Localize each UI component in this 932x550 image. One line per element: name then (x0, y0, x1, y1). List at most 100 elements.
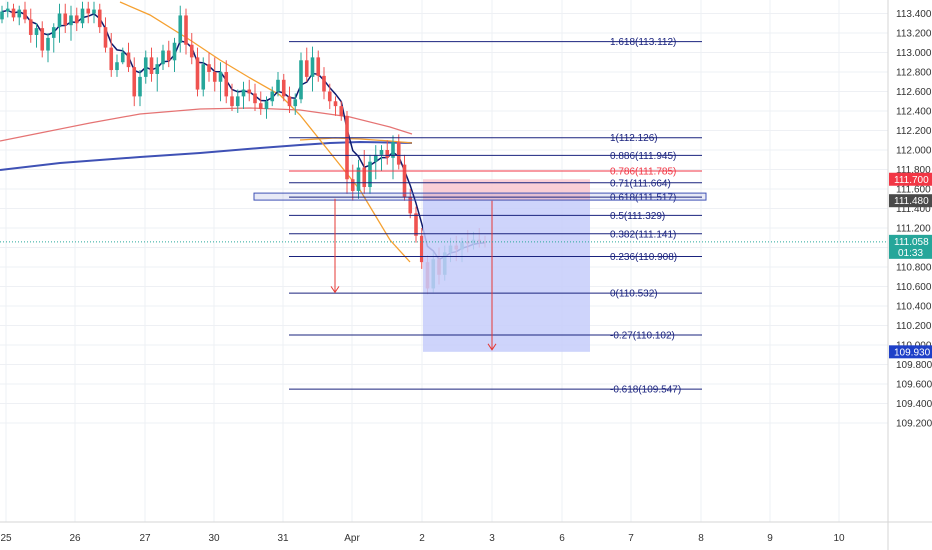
candle-body (276, 79, 280, 92)
candle (385, 140, 390, 165)
candle-body (356, 167, 361, 191)
ma-mid-line (119, 1, 411, 263)
y-tick-label: 110.600 (896, 282, 932, 293)
time-axis[interactable]: 25 26 27 30 31 Apr 2 3 6 7 8 9 10 (0, 521, 932, 544)
candle-body (63, 13, 68, 26)
fib-level-label: -0.618(109.547) (610, 385, 681, 396)
candle (57, 3, 62, 43)
candle (224, 60, 229, 104)
candle (97, 3, 102, 33)
candle (368, 154, 372, 194)
price-badge-label: 109.930 (894, 347, 931, 358)
candle-body (207, 64, 211, 72)
candle (287, 86, 292, 113)
candle-body (17, 9, 22, 18)
candle (304, 47, 309, 82)
candle-body (258, 103, 263, 110)
fibonacci-retracement[interactable]: 1.618(113.112) 1(112.126) 0.886(111.945) 0.… (289, 37, 702, 396)
y-tick-label: 109.800 (896, 360, 932, 371)
fib-level-label: 0(110.532) (610, 289, 658, 300)
candle (155, 57, 160, 92)
candle-body (92, 9, 96, 14)
candle (408, 189, 413, 219)
candle (218, 62, 223, 102)
annotations (0, 192, 888, 351)
y-tick-label: 109.400 (896, 399, 932, 410)
candle (270, 86, 275, 107)
candle (316, 50, 321, 82)
y-tick-label: 113.000 (896, 48, 932, 59)
candle (322, 67, 326, 100)
y-tick-label: 112.200 (896, 126, 932, 137)
candle (166, 40, 171, 68)
short-position-tool[interactable] (423, 179, 590, 352)
candle (189, 33, 194, 65)
candle-body (281, 79, 286, 97)
resistance-zone-box (253, 192, 707, 201)
x-tick-label: 30 (208, 533, 220, 544)
candle (126, 42, 131, 72)
candle-body (74, 15, 79, 24)
candle-body (11, 8, 16, 18)
fib-level-label: 1.618(113.112) (610, 37, 676, 48)
candle (201, 57, 206, 97)
price-axis[interactable]: 113.400 113.200 113.000 112.800 112.600 112.4… (887, 0, 932, 550)
candle-body (235, 96, 240, 107)
x-tick-label: 8 (698, 533, 704, 544)
candle-body (293, 99, 298, 107)
x-tick-label: 27 (139, 533, 151, 544)
candle-body (5, 8, 10, 12)
candle-body (97, 9, 102, 28)
candle (414, 206, 418, 243)
candle (327, 83, 332, 110)
price-badge-label: 111.058 (894, 237, 929, 248)
candle (293, 93, 298, 115)
x-tick-label: 2 (419, 533, 425, 544)
candle-body (402, 164, 407, 197)
ma-fast-line (1, 9, 486, 261)
y-tick-label: 113.400 (896, 9, 932, 20)
candle-body (69, 15, 73, 26)
x-tick-label: 9 (767, 533, 773, 544)
candle-body (115, 62, 119, 71)
candle-body (178, 15, 183, 43)
candle (120, 47, 125, 65)
ma-slow-red-line (0, 107, 413, 142)
candle-body (224, 72, 229, 97)
candle-body (253, 93, 257, 104)
candle (69, 5, 73, 41)
candle (86, 1, 91, 24)
arrow-head (330, 286, 340, 294)
x-tick-label: 26 (69, 533, 81, 544)
candle (258, 91, 263, 115)
candle (40, 21, 45, 58)
candle-body (120, 52, 125, 63)
price-badge-label: 111.480 (894, 196, 929, 207)
fib-level-label: 0.618(111.517) (610, 193, 676, 204)
y-tick-label: 112.600 (896, 87, 932, 98)
candle (92, 1, 96, 24)
candle-body (46, 37, 50, 51)
y-tick-label: 110.800 (896, 263, 932, 274)
candle (345, 111, 349, 194)
y-tick-label: 109.600 (896, 380, 932, 391)
candle-body (419, 235, 424, 263)
candle-body (385, 150, 390, 158)
candle-body (322, 75, 326, 92)
x-tick-label: 6 (559, 533, 565, 544)
candle (195, 47, 200, 97)
y-tick-label: 110.200 (896, 321, 932, 332)
candle-body (316, 57, 321, 76)
candle (281, 73, 286, 102)
candle-body (362, 167, 367, 188)
candle (212, 57, 217, 92)
candle (247, 79, 252, 102)
candle (80, 1, 85, 29)
candle-body (327, 91, 332, 102)
candle (235, 89, 240, 113)
candle (5, 1, 10, 18)
candle-body (201, 64, 206, 90)
x-tick-label: 25 (0, 533, 12, 544)
